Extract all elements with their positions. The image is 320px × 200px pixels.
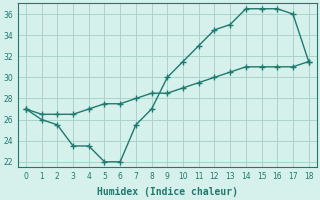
- X-axis label: Humidex (Indice chaleur): Humidex (Indice chaleur): [97, 186, 238, 197]
